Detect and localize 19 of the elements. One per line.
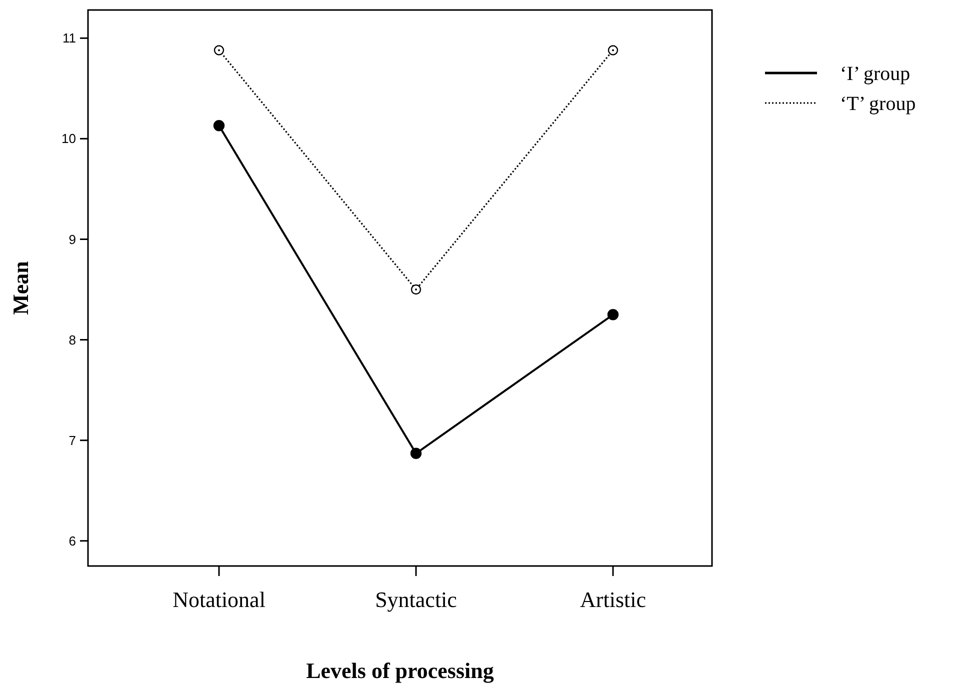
y-tick-label: 8 <box>68 332 76 348</box>
y-tick-label: 9 <box>68 232 76 247</box>
x-axis-title: Levels of processing <box>306 658 494 683</box>
point <box>410 284 422 295</box>
point <box>608 45 618 56</box>
y-tick-label: 11 <box>62 30 76 46</box>
x-tick-label: Syntactic <box>375 587 458 612</box>
legend-label: ‘I’ group <box>840 63 910 85</box>
y-tick-label: 7 <box>68 432 76 448</box>
point <box>410 448 422 459</box>
y-tick-label: 6 <box>68 533 76 548</box>
point <box>607 309 619 320</box>
legend-label: ‘T’ group <box>840 93 916 115</box>
point <box>213 120 225 132</box>
y-axis-title: Mean <box>8 261 33 315</box>
point <box>214 45 224 56</box>
x-tick-label: Artistic <box>580 587 646 612</box>
x-tick-label: Notational <box>172 587 266 612</box>
y-tick-label: 10 <box>62 131 76 146</box>
